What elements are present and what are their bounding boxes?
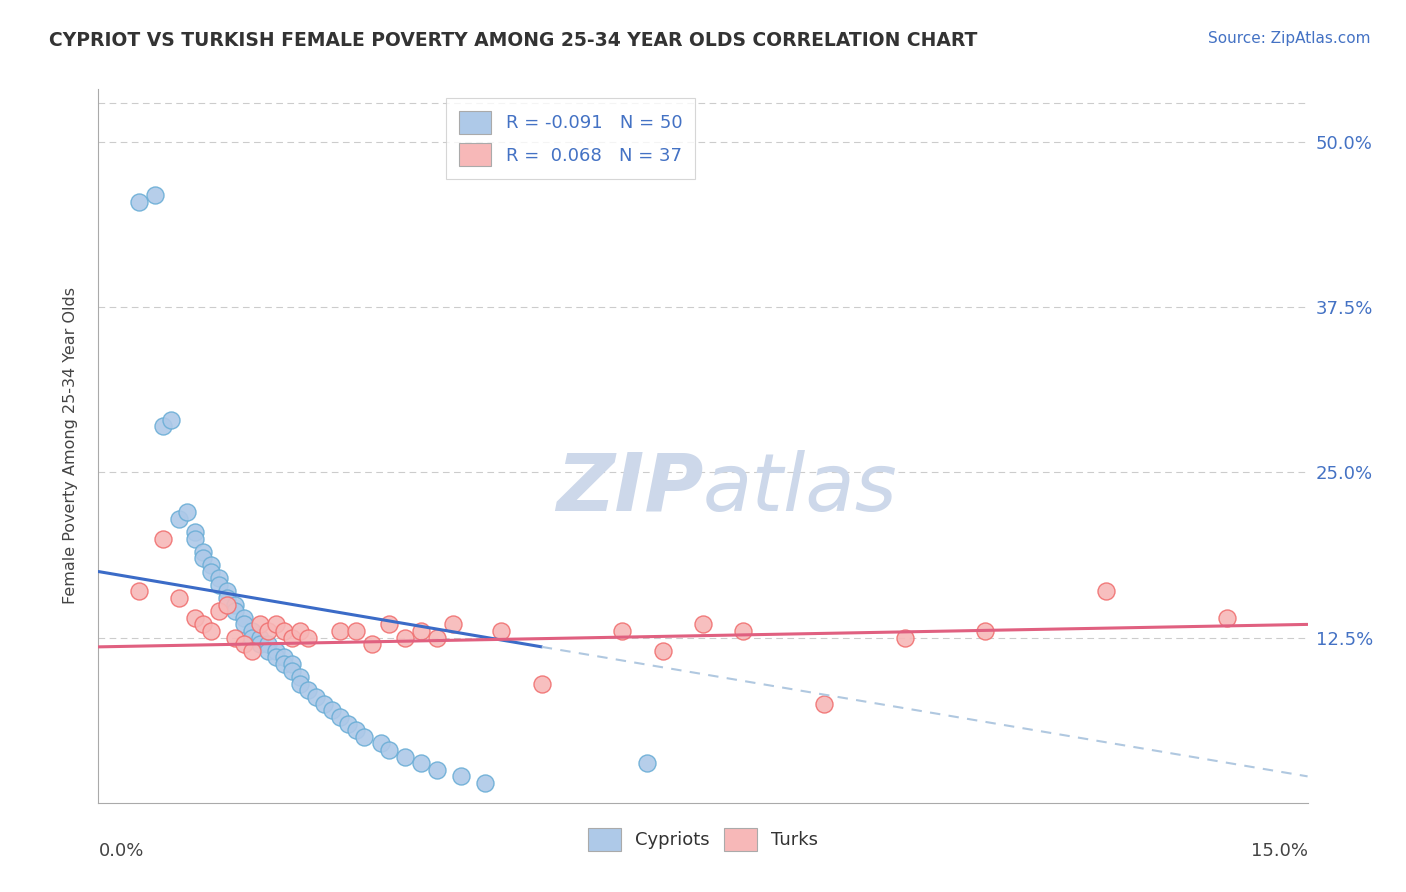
Point <box>409 624 432 638</box>
Point <box>813 697 835 711</box>
Point <box>256 644 278 658</box>
Point <box>353 730 375 744</box>
Point <box>217 591 239 605</box>
Point <box>184 532 207 546</box>
Point <box>474 776 496 790</box>
Point <box>224 604 246 618</box>
Point <box>273 650 295 665</box>
Text: ZIP: ZIP <box>555 450 703 528</box>
Point <box>193 551 215 566</box>
Point <box>305 690 328 704</box>
Point <box>273 657 295 671</box>
Point <box>297 683 319 698</box>
Point <box>193 545 215 559</box>
Point <box>264 650 287 665</box>
Point <box>281 664 304 678</box>
Point <box>176 505 198 519</box>
Point <box>224 598 246 612</box>
Point <box>264 644 287 658</box>
Point <box>974 624 997 638</box>
Point <box>394 749 416 764</box>
Point <box>692 617 714 632</box>
Text: Source: ZipAtlas.com: Source: ZipAtlas.com <box>1208 31 1371 46</box>
Point <box>288 670 311 684</box>
Point <box>249 617 271 632</box>
Point <box>232 617 254 632</box>
Point <box>344 624 367 638</box>
Point <box>893 631 915 645</box>
Point <box>256 637 278 651</box>
Text: 15.0%: 15.0% <box>1250 842 1308 860</box>
Point <box>240 631 263 645</box>
Point <box>167 591 190 605</box>
Point <box>249 637 271 651</box>
Point <box>200 565 222 579</box>
Point <box>344 723 367 738</box>
Point <box>160 412 183 426</box>
Point <box>200 624 222 638</box>
Point <box>441 617 464 632</box>
Text: CYPRIOT VS TURKISH FEMALE POVERTY AMONG 25-34 YEAR OLDS CORRELATION CHART: CYPRIOT VS TURKISH FEMALE POVERTY AMONG … <box>49 31 977 50</box>
Point <box>1216 611 1239 625</box>
Point <box>232 611 254 625</box>
Point <box>128 194 150 209</box>
Point <box>152 532 174 546</box>
Point <box>314 697 336 711</box>
Point <box>612 624 634 638</box>
Point <box>394 631 416 645</box>
Point <box>288 624 311 638</box>
Point <box>337 716 360 731</box>
Point <box>361 637 384 651</box>
Point <box>651 644 673 658</box>
Point <box>1095 584 1118 599</box>
Point <box>273 624 295 638</box>
Point <box>297 631 319 645</box>
Point <box>321 703 343 717</box>
Point <box>217 598 239 612</box>
Point <box>249 631 271 645</box>
Point <box>200 558 222 572</box>
Point <box>143 188 166 202</box>
Point <box>377 617 399 632</box>
Text: 0.0%: 0.0% <box>98 842 143 860</box>
Point <box>208 578 231 592</box>
Point <box>733 624 755 638</box>
Point <box>193 617 215 632</box>
Point <box>530 677 553 691</box>
Point <box>152 419 174 434</box>
Point <box>184 611 207 625</box>
Point <box>240 624 263 638</box>
Point <box>208 604 231 618</box>
Text: atlas: atlas <box>703 450 898 528</box>
Point <box>636 756 658 771</box>
Point <box>224 631 246 645</box>
Point <box>281 631 304 645</box>
Point <box>491 624 513 638</box>
Point <box>370 736 392 750</box>
Y-axis label: Female Poverty Among 25-34 Year Olds: Female Poverty Among 25-34 Year Olds <box>63 287 77 605</box>
Point <box>288 677 311 691</box>
Point <box>264 617 287 632</box>
Point <box>232 637 254 651</box>
Point <box>256 624 278 638</box>
Point <box>217 584 239 599</box>
Legend: Cypriots, Turks: Cypriots, Turks <box>581 821 825 858</box>
Point <box>184 524 207 539</box>
Point <box>377 743 399 757</box>
Point <box>240 644 263 658</box>
Point <box>426 631 449 645</box>
Point <box>128 584 150 599</box>
Point <box>208 571 231 585</box>
Point <box>281 657 304 671</box>
Point <box>329 624 352 638</box>
Point <box>409 756 432 771</box>
Point <box>167 511 190 525</box>
Point <box>426 763 449 777</box>
Point <box>329 710 352 724</box>
Point <box>450 769 472 783</box>
